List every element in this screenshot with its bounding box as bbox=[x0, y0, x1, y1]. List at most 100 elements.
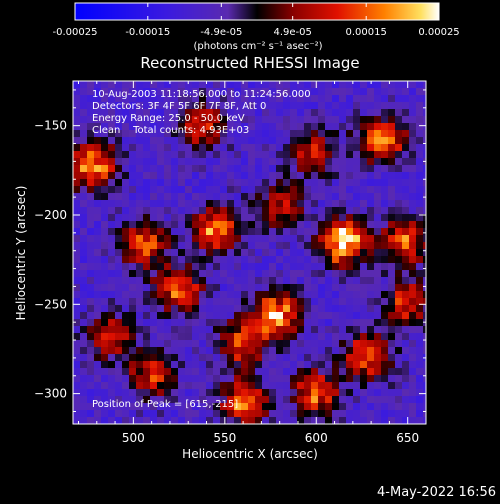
heatmap-cell bbox=[206, 102, 214, 110]
heatmap-cell bbox=[423, 256, 426, 264]
heatmap-cell bbox=[122, 340, 130, 348]
heatmap-cell bbox=[353, 214, 361, 222]
heatmap-cell bbox=[241, 242, 249, 250]
heatmap-cell bbox=[416, 312, 424, 320]
heatmap-cell bbox=[388, 312, 396, 320]
heatmap-cell bbox=[122, 207, 130, 215]
heatmap-cell bbox=[129, 319, 137, 327]
heatmap-cell bbox=[87, 130, 95, 138]
heatmap-cell bbox=[395, 221, 403, 229]
heatmap-cell bbox=[332, 193, 340, 201]
heatmap-cell bbox=[122, 361, 130, 369]
heatmap-cell bbox=[213, 326, 221, 334]
heatmap-cell bbox=[101, 207, 109, 215]
heatmap-cell bbox=[220, 151, 228, 159]
heatmap-cell bbox=[318, 340, 326, 348]
heatmap-cell bbox=[80, 326, 88, 334]
heatmap-cell bbox=[171, 382, 179, 390]
heatmap-cell bbox=[115, 375, 123, 383]
heatmap-cell bbox=[276, 368, 284, 376]
heatmap-cell bbox=[311, 158, 319, 166]
heatmap-cell bbox=[227, 200, 235, 208]
heatmap-cell bbox=[94, 95, 102, 103]
heatmap-cell bbox=[339, 172, 347, 180]
heatmap-cell bbox=[339, 298, 347, 306]
heatmap-cell bbox=[101, 102, 109, 110]
heatmap-cell bbox=[129, 228, 137, 236]
heatmap-cell bbox=[80, 354, 88, 362]
heatmap-cell bbox=[108, 158, 116, 166]
heatmap-cell bbox=[171, 228, 179, 236]
heatmap-cell bbox=[87, 144, 95, 152]
heatmap-cell bbox=[395, 88, 403, 96]
heatmap-cell bbox=[129, 144, 137, 152]
heatmap-cell bbox=[367, 235, 375, 243]
heatmap-cell bbox=[339, 193, 347, 201]
heatmap-cell bbox=[241, 354, 249, 362]
heatmap-cell bbox=[178, 396, 186, 404]
heatmap-cell bbox=[206, 277, 214, 285]
y-tick-label: −200 bbox=[34, 208, 67, 222]
heatmap-cell bbox=[360, 137, 368, 145]
heatmap-cell bbox=[227, 403, 235, 411]
heatmap-cell bbox=[255, 298, 263, 306]
heatmap-cell bbox=[381, 200, 389, 208]
heatmap-cell bbox=[157, 214, 165, 222]
heatmap-cell bbox=[80, 410, 88, 418]
heatmap-cell bbox=[171, 347, 179, 355]
heatmap-cell bbox=[220, 277, 228, 285]
heatmap-cell bbox=[388, 340, 396, 348]
heatmap-cell bbox=[269, 277, 277, 285]
heatmap-cell bbox=[332, 298, 340, 306]
heatmap-cell bbox=[360, 95, 368, 103]
heatmap-cell bbox=[94, 193, 102, 201]
heatmap-cell bbox=[353, 256, 361, 264]
heatmap-cell bbox=[255, 144, 263, 152]
heatmap-cell bbox=[136, 361, 144, 369]
heatmap-cell bbox=[136, 193, 144, 201]
heatmap-cell bbox=[353, 277, 361, 285]
heatmap-cell bbox=[283, 375, 291, 383]
heatmap-cell bbox=[199, 389, 207, 397]
heatmap-cell bbox=[206, 172, 214, 180]
heatmap-cell bbox=[129, 305, 137, 313]
heatmap-cell bbox=[367, 102, 375, 110]
heatmap-cell bbox=[213, 144, 221, 152]
heatmap-cell bbox=[143, 263, 151, 271]
heatmap-cell bbox=[150, 347, 158, 355]
heatmap-cell bbox=[213, 284, 221, 292]
heatmap-cell bbox=[367, 410, 375, 418]
heatmap-cell bbox=[115, 221, 123, 229]
heatmap-cell bbox=[227, 389, 235, 397]
heatmap-cell bbox=[423, 249, 426, 257]
heatmap-cell bbox=[171, 389, 179, 397]
heatmap-cell bbox=[255, 165, 263, 173]
heatmap-cell bbox=[416, 81, 424, 89]
heatmap-cell bbox=[178, 277, 186, 285]
heatmap-cell bbox=[325, 242, 333, 250]
heatmap-cell bbox=[269, 263, 277, 271]
heatmap-cell bbox=[388, 354, 396, 362]
heatmap-cell bbox=[199, 193, 207, 201]
heatmap-cell bbox=[346, 375, 354, 383]
heatmap-cell bbox=[80, 347, 88, 355]
heatmap-cell bbox=[325, 137, 333, 145]
heatmap-cell bbox=[269, 354, 277, 362]
heatmap-cell bbox=[367, 417, 375, 424]
heatmap-cell bbox=[374, 228, 382, 236]
heatmap-cell bbox=[283, 396, 291, 404]
heatmap-cell bbox=[115, 88, 123, 96]
heatmap-cell bbox=[297, 375, 305, 383]
heatmap-cell bbox=[227, 123, 235, 131]
heatmap-cell bbox=[220, 291, 228, 299]
heatmap-cell bbox=[290, 382, 298, 390]
heatmap-cell bbox=[255, 417, 263, 424]
heatmap-cell bbox=[269, 172, 277, 180]
heatmap-cell bbox=[241, 382, 249, 390]
heatmap-cell bbox=[402, 221, 410, 229]
heatmap-cell bbox=[143, 158, 151, 166]
heatmap-cell bbox=[388, 207, 396, 215]
heatmap-cell bbox=[269, 389, 277, 397]
heatmap-cell bbox=[136, 200, 144, 208]
heatmap-cell bbox=[339, 95, 347, 103]
